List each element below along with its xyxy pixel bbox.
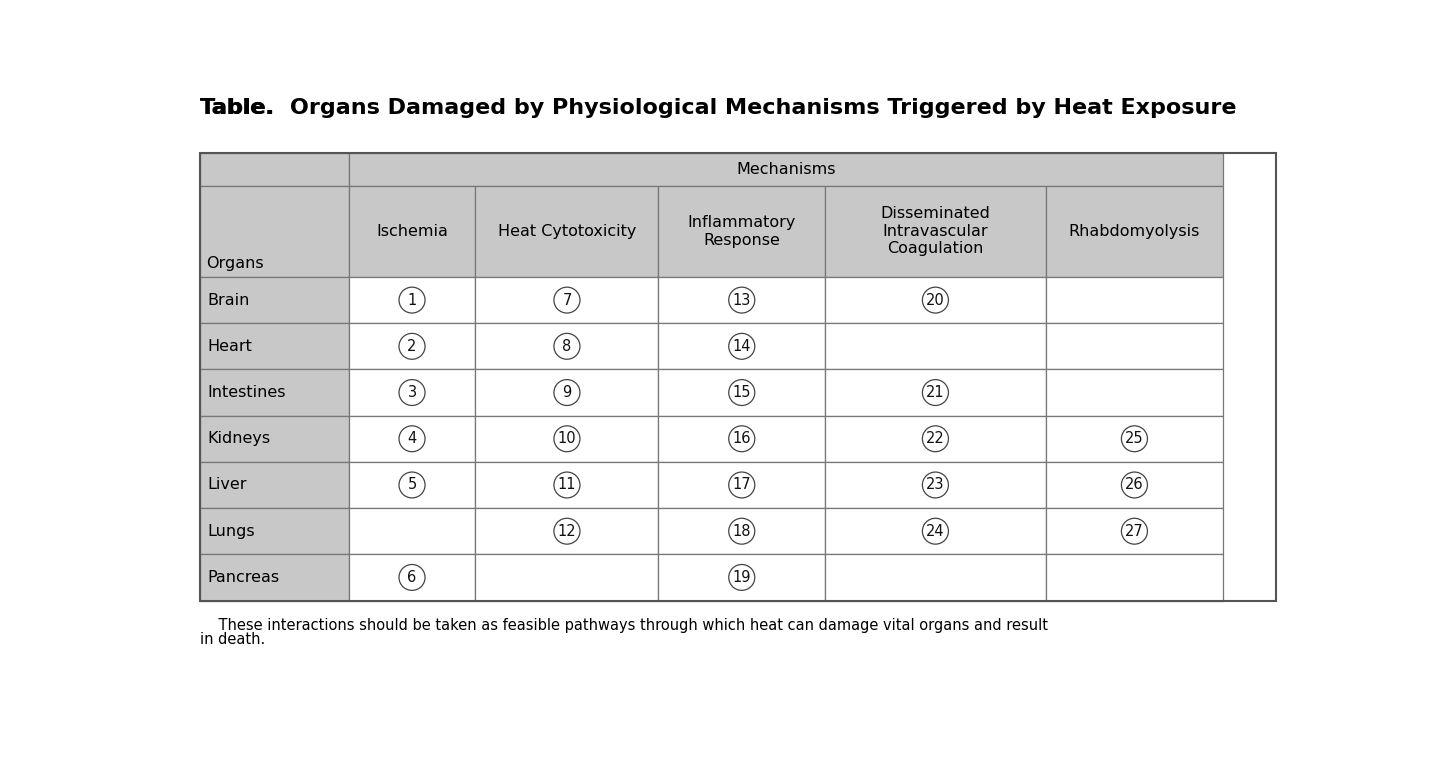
- Bar: [475, 186, 658, 277]
- Text: These interactions should be taken as feasible pathways through which heat can d: These interactions should be taken as fe…: [200, 618, 1048, 633]
- Text: 18: 18: [733, 523, 752, 539]
- Bar: [348, 508, 475, 555]
- Bar: [200, 555, 348, 601]
- Bar: [200, 154, 348, 186]
- Bar: [200, 186, 348, 277]
- Bar: [200, 462, 348, 508]
- Bar: [348, 154, 1223, 186]
- Text: 16: 16: [733, 431, 752, 446]
- Text: 11: 11: [557, 478, 576, 493]
- Bar: [200, 277, 348, 323]
- Bar: [658, 370, 825, 416]
- Bar: [825, 462, 1045, 508]
- Text: 25: 25: [1125, 431, 1143, 446]
- Bar: [348, 186, 475, 277]
- Text: 15: 15: [733, 385, 752, 400]
- Bar: [825, 370, 1045, 416]
- Text: Liver: Liver: [207, 478, 248, 493]
- Text: 13: 13: [733, 293, 750, 308]
- Text: Mechanisms: Mechanisms: [736, 162, 835, 177]
- Text: 7: 7: [562, 293, 572, 308]
- Text: 4: 4: [408, 431, 416, 446]
- Bar: [200, 416, 348, 462]
- Bar: [1045, 277, 1223, 323]
- Bar: [475, 277, 658, 323]
- Text: 20: 20: [926, 293, 945, 308]
- Text: 8: 8: [562, 338, 572, 354]
- Bar: [348, 370, 475, 416]
- Text: Disseminated
Intravascular
Coagulation: Disseminated Intravascular Coagulation: [880, 206, 991, 256]
- Text: 17: 17: [733, 478, 752, 493]
- Bar: [475, 416, 658, 462]
- Bar: [200, 154, 1276, 601]
- Bar: [658, 323, 825, 370]
- Bar: [658, 186, 825, 277]
- Bar: [475, 370, 658, 416]
- Bar: [825, 555, 1045, 601]
- Text: 27: 27: [1125, 523, 1143, 539]
- Text: 5: 5: [408, 478, 416, 493]
- Bar: [825, 323, 1045, 370]
- Text: 1: 1: [408, 293, 416, 308]
- Text: Intestines: Intestines: [207, 385, 287, 400]
- Text: 26: 26: [1125, 478, 1143, 493]
- Bar: [658, 416, 825, 462]
- Text: Heart: Heart: [207, 338, 252, 354]
- Bar: [658, 462, 825, 508]
- Text: Kidneys: Kidneys: [207, 431, 271, 446]
- Bar: [348, 555, 475, 601]
- Text: Pancreas: Pancreas: [207, 570, 279, 585]
- Text: 6: 6: [408, 570, 416, 585]
- Text: 23: 23: [926, 478, 945, 493]
- Bar: [825, 416, 1045, 462]
- Text: 24: 24: [926, 523, 945, 539]
- Bar: [475, 462, 658, 508]
- Bar: [348, 462, 475, 508]
- Bar: [200, 370, 348, 416]
- Text: 2: 2: [408, 338, 416, 354]
- Bar: [348, 277, 475, 323]
- Text: Ischemia: Ischemia: [376, 224, 448, 239]
- Bar: [200, 508, 348, 555]
- Bar: [825, 508, 1045, 555]
- Bar: [1045, 370, 1223, 416]
- Text: 14: 14: [733, 338, 752, 354]
- Bar: [1045, 555, 1223, 601]
- Text: 12: 12: [557, 523, 576, 539]
- Bar: [658, 277, 825, 323]
- Bar: [200, 323, 348, 370]
- Bar: [348, 416, 475, 462]
- Text: Table.  Organs Damaged by Physiological Mechanisms Triggered by Heat Exposure: Table. Organs Damaged by Physiological M…: [200, 98, 1237, 118]
- Bar: [475, 508, 658, 555]
- Bar: [475, 555, 658, 601]
- Text: 9: 9: [562, 385, 572, 400]
- Bar: [475, 323, 658, 370]
- Text: Heat Cytotoxicity: Heat Cytotoxicity: [498, 224, 636, 239]
- Text: 22: 22: [926, 431, 945, 446]
- Text: Rhabdomyolysis: Rhabdomyolysis: [1068, 224, 1200, 239]
- Text: 10: 10: [557, 431, 576, 446]
- Text: Inflammatory
Response: Inflammatory Response: [687, 215, 796, 248]
- Bar: [1045, 416, 1223, 462]
- Text: Brain: Brain: [207, 293, 251, 308]
- Text: in death.: in death.: [200, 632, 265, 647]
- Bar: [1045, 323, 1223, 370]
- Text: Lungs: Lungs: [207, 523, 255, 539]
- Bar: [658, 508, 825, 555]
- Text: 3: 3: [408, 385, 416, 400]
- Bar: [1045, 186, 1223, 277]
- Text: Organs: Organs: [206, 256, 264, 270]
- Bar: [1045, 462, 1223, 508]
- Bar: [825, 277, 1045, 323]
- Text: 19: 19: [733, 570, 752, 585]
- Bar: [825, 186, 1045, 277]
- Text: 21: 21: [926, 385, 945, 400]
- Bar: [658, 555, 825, 601]
- Bar: [348, 323, 475, 370]
- Text: Table.: Table.: [200, 98, 275, 118]
- Bar: [1045, 508, 1223, 555]
